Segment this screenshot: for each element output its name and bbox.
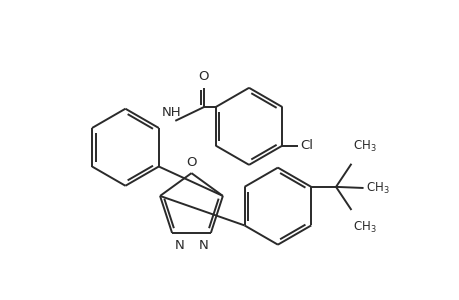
Text: O: O [198, 70, 209, 83]
Text: N: N [174, 239, 184, 253]
Text: NH: NH [161, 106, 181, 119]
Text: N: N [198, 239, 207, 253]
Text: Cl: Cl [299, 139, 313, 152]
Text: O: O [186, 156, 196, 169]
Text: CH$_3$: CH$_3$ [353, 220, 376, 235]
Text: CH$_3$: CH$_3$ [353, 139, 376, 154]
Text: CH$_3$: CH$_3$ [365, 180, 389, 196]
